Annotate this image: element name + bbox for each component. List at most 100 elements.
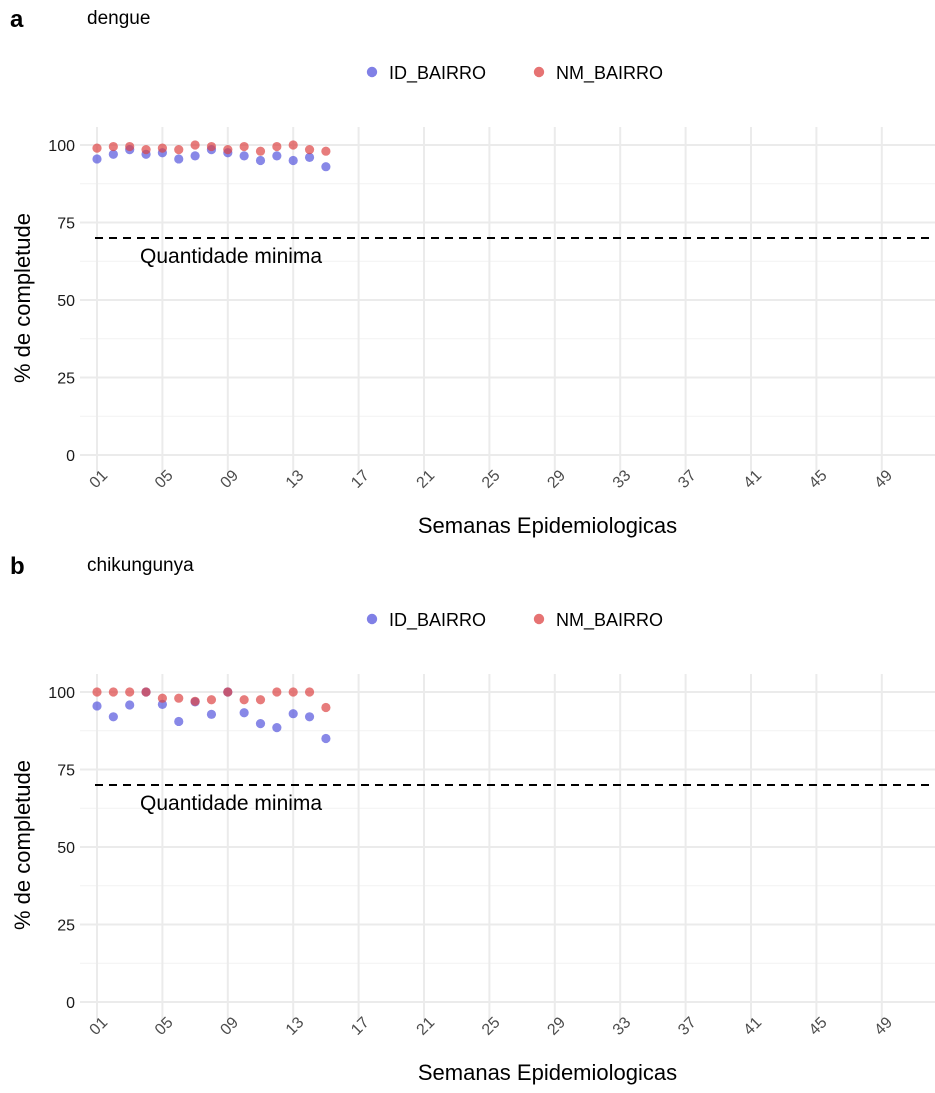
x-tick-label: 41 bbox=[741, 1014, 766, 1039]
data-point-id-bairro bbox=[174, 154, 184, 164]
data-point-nm-bairro bbox=[206, 141, 217, 152]
data-point-id-bairro bbox=[304, 712, 315, 722]
x-tick-label: 41 bbox=[741, 467, 766, 492]
data-point-id-bairro bbox=[206, 709, 217, 719]
data-point-nm-bairro bbox=[125, 687, 135, 697]
x-axis-title: Semanas Epidemiologicas bbox=[418, 513, 677, 538]
data-point-id-bairro bbox=[288, 155, 298, 166]
data-point-id-bairro bbox=[239, 708, 249, 718]
data-point-id-bairro bbox=[174, 716, 184, 727]
data-point-id-bairro bbox=[255, 719, 266, 729]
legend-label: NM_BAIRRO bbox=[556, 63, 663, 84]
reference-line-label: Quantidade minima bbox=[140, 792, 322, 815]
x-tick-label: 17 bbox=[348, 1014, 373, 1039]
y-tick-label: 50 bbox=[57, 840, 75, 857]
data-point-nm-bairro bbox=[190, 140, 200, 150]
x-tick-label: 49 bbox=[871, 1014, 896, 1039]
x-tick-label: 05 bbox=[152, 467, 177, 492]
legend-key-id-bairro bbox=[366, 66, 378, 78]
panel-letter: a bbox=[10, 6, 24, 33]
panel-a-chart: a dengue ID_BAIRRO NM_BAIRRO 0 25 50 75 100 01 05 0… bbox=[10, 6, 935, 538]
data-point-id-bairro bbox=[321, 162, 331, 172]
data-point-nm-bairro bbox=[304, 687, 315, 697]
panel-title: chikungunya bbox=[87, 555, 194, 576]
data-point-id-bairro bbox=[255, 155, 266, 166]
data-point-nm-bairro bbox=[157, 693, 167, 703]
data-point-nm-bairro bbox=[255, 695, 266, 705]
x-tick-label: 25 bbox=[479, 1014, 504, 1039]
x-axis-title: Semanas Epidemiologicas bbox=[418, 1060, 677, 1085]
panel-title: dengue bbox=[87, 8, 150, 29]
legend-label: ID_BAIRRO bbox=[389, 610, 486, 631]
panel-b-chart: b chikungunya ID_BAIRRO NM_BAIRRO 0 25 50 75 100… bbox=[10, 553, 935, 1085]
data-point-id-bairro bbox=[272, 723, 282, 733]
x-tick-label: 01 bbox=[87, 1014, 112, 1039]
y-tick-label: 0 bbox=[66, 995, 75, 1012]
data-point-id-bairro bbox=[190, 151, 200, 161]
x-tick-label: 17 bbox=[348, 467, 373, 492]
x-tick-label: 37 bbox=[675, 467, 700, 492]
data-point-nm-bairro bbox=[157, 143, 167, 153]
data-point-id-bairro bbox=[239, 151, 249, 161]
data-point-nm-bairro bbox=[304, 145, 315, 155]
data-point-nm-bairro bbox=[223, 687, 233, 697]
x-tick-label: 45 bbox=[806, 467, 831, 492]
data-point-nm-bairro bbox=[321, 146, 331, 156]
y-tick-label: 0 bbox=[66, 448, 75, 465]
x-tick-label: 25 bbox=[479, 467, 504, 492]
data-point-nm-bairro bbox=[206, 695, 217, 705]
data-point-nm-bairro bbox=[288, 687, 298, 697]
x-tick-label: 13 bbox=[283, 1014, 308, 1039]
data-point-nm-bairro bbox=[92, 143, 102, 153]
x-tick-label: 49 bbox=[871, 467, 896, 492]
data-point-id-bairro bbox=[125, 700, 135, 710]
x-tick-label: 05 bbox=[152, 1014, 177, 1039]
data-point-nm-bairro bbox=[141, 145, 151, 155]
data-point-id-bairro bbox=[92, 154, 102, 164]
x-tick-label: 29 bbox=[544, 467, 569, 492]
data-point-nm-bairro bbox=[239, 695, 249, 705]
data-point-id-bairro bbox=[108, 712, 118, 722]
x-tick-label: 21 bbox=[414, 1014, 439, 1039]
data-point-id-bairro bbox=[272, 151, 282, 161]
x-tick-label: 33 bbox=[610, 467, 635, 492]
data-point-nm-bairro bbox=[255, 146, 266, 156]
data-point-nm-bairro bbox=[125, 141, 135, 152]
x-tick-label: 29 bbox=[544, 1014, 569, 1039]
reference-line-label: Quantidade minima bbox=[140, 245, 322, 268]
x-tick-label: 37 bbox=[675, 1014, 700, 1039]
x-tick-label: 09 bbox=[217, 467, 242, 492]
x-tick-label: 45 bbox=[806, 1014, 831, 1039]
data-point-nm-bairro bbox=[141, 687, 151, 697]
legend-key-id-bairro bbox=[366, 613, 378, 625]
data-point-id-bairro bbox=[304, 152, 315, 162]
legend-key-nm-bairro bbox=[533, 66, 545, 78]
x-tick-label: 13 bbox=[283, 467, 308, 492]
x-tick-label: 09 bbox=[217, 1014, 242, 1039]
legend-label: ID_BAIRRO bbox=[389, 63, 486, 84]
y-tick-label: 25 bbox=[57, 371, 75, 388]
y-axis-title: % de completude bbox=[10, 213, 35, 383]
x-tick-label: 33 bbox=[610, 1014, 635, 1039]
y-axis-title: % de completude bbox=[10, 760, 35, 930]
legend-key-nm-bairro bbox=[533, 613, 545, 625]
data-point-id-bairro bbox=[108, 149, 118, 159]
y-tick-label: 100 bbox=[48, 685, 75, 702]
data-point-nm-bairro bbox=[108, 687, 118, 697]
data-point-nm-bairro bbox=[321, 702, 331, 713]
data-point-id-bairro bbox=[92, 701, 102, 711]
data-point-nm-bairro bbox=[190, 696, 200, 706]
data-point-nm-bairro bbox=[108, 141, 118, 152]
x-tick-label: 21 bbox=[414, 467, 439, 492]
y-tick-label: 75 bbox=[57, 763, 75, 780]
data-point-id-bairro bbox=[288, 709, 298, 719]
data-point-nm-bairro bbox=[239, 141, 249, 152]
data-point-nm-bairro bbox=[272, 687, 282, 697]
data-point-nm-bairro bbox=[288, 140, 298, 150]
legend-label: NM_BAIRRO bbox=[556, 610, 663, 631]
data-point-nm-bairro bbox=[223, 145, 233, 155]
data-point-nm-bairro bbox=[92, 687, 102, 697]
panel-letter: b bbox=[10, 553, 25, 580]
y-tick-label: 50 bbox=[57, 293, 75, 310]
